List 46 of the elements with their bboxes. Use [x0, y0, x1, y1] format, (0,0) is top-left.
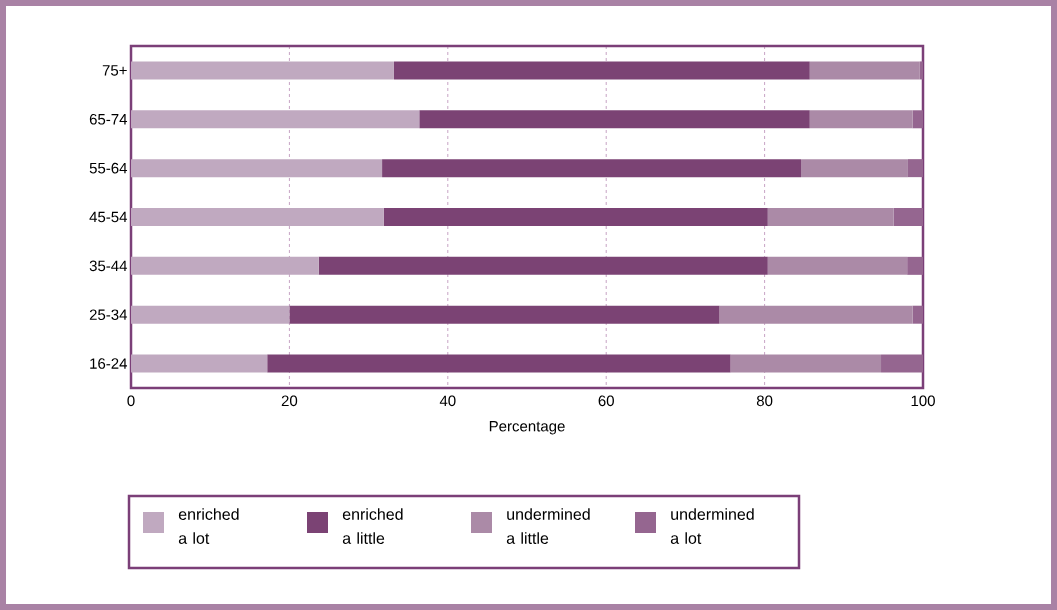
y-tick-label: 55-64: [89, 162, 128, 174]
bar: [801, 159, 908, 178]
bar: [719, 305, 913, 324]
bar: [382, 159, 802, 178]
x-tick-label: 100: [911, 395, 935, 407]
bar: [131, 159, 383, 178]
bar: [419, 110, 810, 129]
bar: [393, 61, 810, 80]
bar: [131, 256, 319, 275]
bar: [267, 354, 731, 373]
x-tick-label: 20: [281, 395, 298, 407]
bar: [767, 207, 894, 226]
x-tick-label: 80: [756, 395, 773, 407]
y-tick-label: 25-34: [89, 309, 128, 321]
y-tick-label: 75+: [102, 65, 127, 76]
bar: [131, 61, 394, 80]
x-tick-label: 0: [127, 395, 135, 407]
bar: [912, 110, 923, 129]
bar: [383, 207, 768, 226]
bar: [131, 305, 290, 324]
bar: [907, 159, 923, 178]
bar: [131, 354, 268, 373]
y-tick-label: 65-74: [89, 113, 128, 125]
bar: [730, 354, 882, 373]
bar: [318, 256, 768, 275]
bar: [809, 110, 913, 129]
bar: [809, 61, 920, 80]
bar: [289, 305, 720, 324]
x-axis-title: Percentage: [489, 421, 565, 435]
legend-label: enriched a little: [342, 508, 403, 544]
bar: [912, 305, 923, 324]
legend-label: enriched a lot: [178, 508, 239, 544]
bar: [919, 61, 923, 80]
y-tick-label: 45-54: [89, 211, 128, 223]
bar: [893, 207, 923, 226]
x-tick-label: 60: [598, 395, 614, 407]
y-tick-label: 35-44: [89, 260, 128, 272]
bar: [131, 110, 420, 129]
bar: [881, 354, 923, 373]
legend-label: undermined a little: [506, 508, 590, 544]
legend-label: undermined a lot: [670, 508, 754, 544]
y-tick-label: 16-24: [90, 358, 128, 369]
bar: [767, 256, 908, 275]
bar: [131, 207, 384, 226]
x-tick-label: 40: [439, 395, 456, 407]
bar: [907, 256, 923, 275]
